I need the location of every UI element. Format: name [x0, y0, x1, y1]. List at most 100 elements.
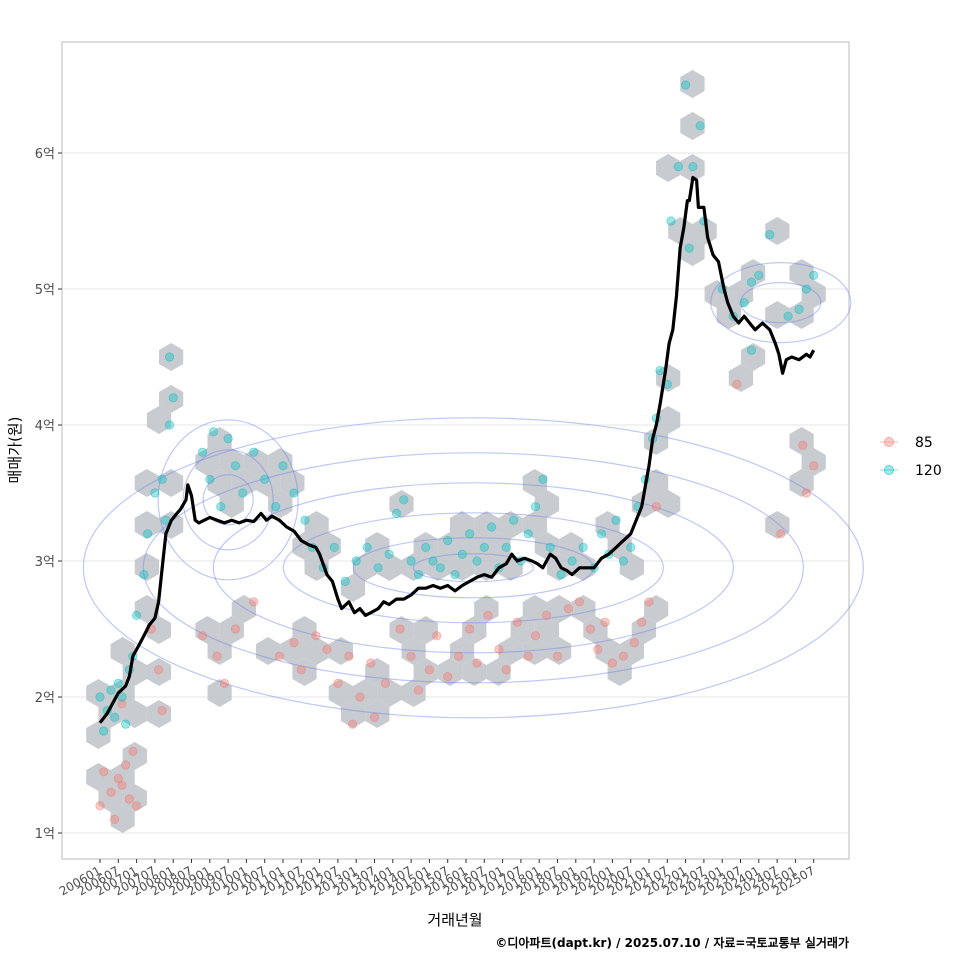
hex-bin-52: [656, 490, 681, 518]
point-120-31: [300, 515, 310, 525]
point-85-28: [366, 658, 376, 668]
hex-bin-97: [450, 553, 475, 581]
point-120-53: [487, 522, 497, 532]
hex-bin-40: [522, 637, 547, 665]
hex-bin-99: [450, 511, 475, 539]
legend-swatch-85: [884, 437, 894, 447]
hex-bin-43: [547, 637, 572, 665]
point-120-77: [666, 216, 676, 226]
hex-bin-38: [486, 658, 511, 686]
point-120-26: [249, 447, 259, 457]
point-85-54: [618, 651, 628, 661]
ytick-label-2: 3억: [35, 555, 55, 570]
hex-bin-91: [377, 553, 402, 581]
hex-bin-83: [280, 469, 305, 497]
point-85-18: [249, 597, 259, 607]
trend-line: [98, 175, 816, 724]
hex-bin-82: [268, 448, 293, 476]
point-120-91: [794, 304, 804, 314]
point-120-37: [362, 542, 372, 553]
hex-bin-107: [522, 469, 547, 497]
point-120-35: [340, 576, 350, 587]
legend-label-85: 85: [915, 435, 933, 451]
hex-bin-67: [134, 469, 159, 497]
point-85-0: [95, 801, 105, 811]
hex-bin-26: [377, 679, 402, 707]
hex-bin-66: [134, 511, 159, 539]
point-120-80: [684, 243, 694, 253]
ytick-label-0: 1억: [35, 827, 55, 842]
point-85-14: [197, 631, 208, 641]
point-85-31: [395, 624, 405, 634]
point-85-46: [541, 610, 552, 621]
point-120-61: [545, 542, 555, 553]
hex-bin-45: [571, 595, 596, 623]
contour-ring-8: [157, 419, 299, 581]
point-85-49: [574, 597, 585, 607]
point-120-27: [260, 474, 270, 484]
trend-line-group: [98, 175, 816, 724]
point-85-57: [644, 597, 654, 607]
point-120-7: [121, 719, 131, 729]
point-120-13: [150, 488, 160, 498]
point-85-21: [296, 665, 306, 675]
hex-bin-121: [656, 154, 681, 182]
hex-bin-39: [510, 616, 535, 644]
contour-ring-6: [202, 474, 254, 526]
hex-bin-35: [462, 658, 487, 686]
hex-bin-94: [413, 532, 438, 560]
hex-bin-131: [765, 217, 790, 245]
point-120-69: [618, 556, 628, 566]
point-120-86: [739, 297, 749, 308]
point-120-58: [523, 529, 533, 539]
hex-bin-23: [353, 679, 378, 707]
point-85-48: [563, 603, 574, 614]
hex-bin-116: [644, 469, 669, 497]
contour-ring-7: [182, 449, 274, 551]
hex-bin-33: [450, 637, 475, 665]
ytick-label-1: 2억: [35, 691, 55, 706]
point-85-39: [472, 658, 482, 668]
contour-ring-9: [740, 282, 822, 324]
hex-bin-72: [159, 343, 184, 371]
hex-bin-21: [328, 637, 353, 665]
contour-ring-2: [282, 512, 664, 624]
point-120-21: [208, 427, 219, 437]
point-85-51: [593, 644, 603, 655]
point-120-93: [809, 270, 819, 280]
hex-bin-81: [268, 490, 293, 518]
hex-bin-77: [219, 448, 244, 476]
legend: 85 120: [880, 435, 942, 479]
hex-bin-51: [644, 595, 669, 623]
hex-bin-12: [207, 679, 232, 707]
point-120-0: [95, 692, 105, 702]
point-120-22: [216, 501, 226, 512]
hex-bin-101: [474, 511, 499, 539]
point-85-27: [355, 692, 365, 702]
point-85-15: [212, 651, 222, 661]
hex-bin-79: [243, 448, 269, 476]
hex-bin-125: [680, 112, 705, 140]
legend-label-120: 120: [915, 463, 942, 479]
point-120-78: [673, 162, 683, 172]
point-120-24: [230, 461, 241, 471]
point-120-4: [110, 712, 120, 723]
hex-bin-49: [619, 637, 644, 665]
point-120-81: [688, 162, 698, 172]
scatter-points: [95, 80, 819, 825]
point-85-13: [157, 705, 167, 716]
point-120-90: [783, 311, 793, 321]
hex-bin-106: [534, 490, 560, 518]
point-85-37: [454, 651, 464, 661]
y-axis-ticks: 1억 2억 3억 4억 5억 6억: [35, 147, 62, 842]
point-120-63: [567, 556, 577, 566]
point-85-56: [637, 617, 647, 627]
plot-frame: [61, 41, 850, 860]
point-85-12: [153, 665, 164, 675]
point-120-87: [746, 277, 757, 287]
ytick-label-3: 4억: [35, 419, 55, 434]
point-120-5: [113, 678, 123, 689]
hex-bin-114: [619, 553, 644, 581]
hex-bin-76: [219, 490, 244, 518]
